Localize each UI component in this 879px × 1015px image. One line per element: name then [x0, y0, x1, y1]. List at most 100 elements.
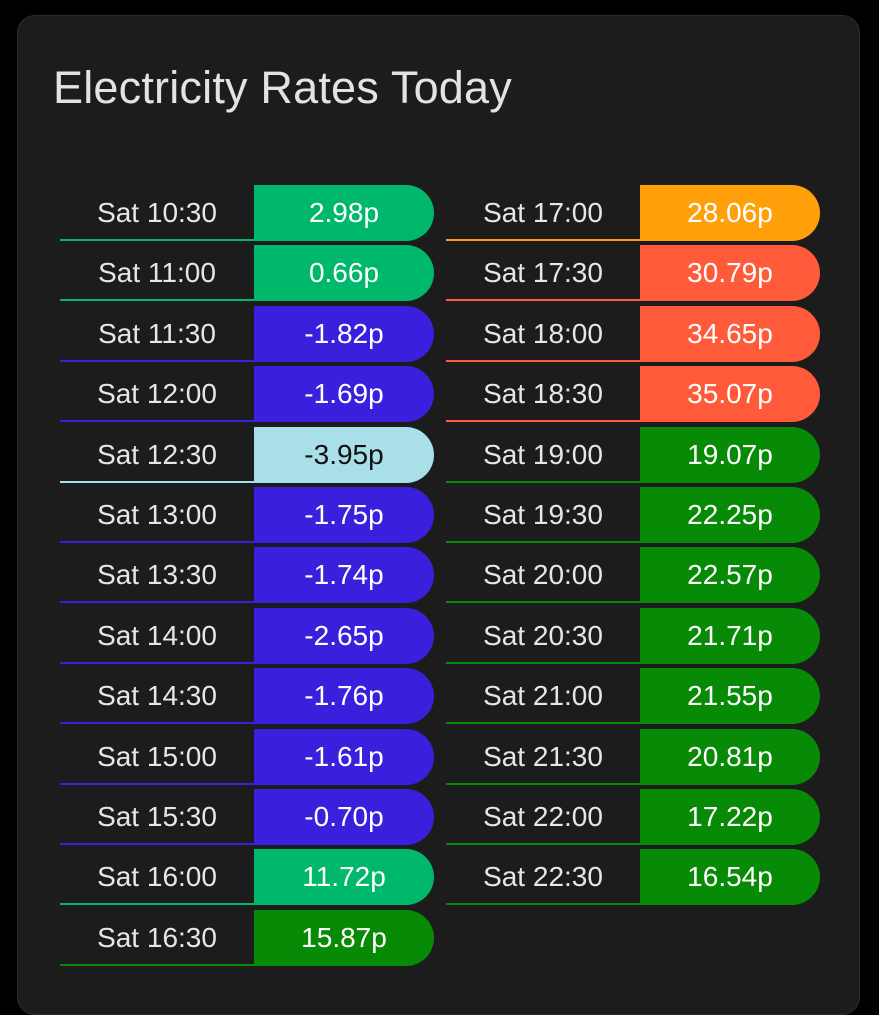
rate-time: Sat 20:00 [483, 559, 603, 591]
rates-column-left: Sat 10:30 2.98p Sat 11:00 0.66p Sat 11:30 -1.… [60, 185, 435, 970]
rate-value-badge: 15.87p [254, 909, 434, 966]
rate-row: Sat 21:00 21.55p [446, 668, 821, 725]
rate-divider [60, 903, 254, 906]
rate-row: Sat 14:30 -1.76p [60, 668, 435, 725]
rate-time: Sat 17:00 [483, 197, 603, 228]
rate-divider [60, 480, 254, 483]
rate-divider [60, 963, 254, 966]
rate-divider [446, 540, 640, 543]
rate-time: Sat 15:00 [97, 740, 217, 772]
rate-divider [60, 661, 254, 664]
rate-row: Sat 11:00 0.66p [60, 245, 435, 302]
rate-row: Sat 12:00 -1.69p [60, 366, 435, 423]
rate-value-badge: 17.22p [640, 788, 820, 845]
rate-value-badge: 16.54p [640, 849, 820, 906]
rate-time: Sat 16:30 [97, 921, 217, 953]
rate-divider [60, 239, 254, 241]
rate-value-badge: -1.61p [254, 728, 434, 785]
rate-divider [446, 903, 640, 906]
rate-time: Sat 10:30 [97, 197, 217, 228]
rate-time: Sat 15:30 [97, 800, 217, 832]
rate-row: Sat 21:30 20.81p [446, 728, 821, 785]
rate-row: Sat 13:00 -1.75p [60, 486, 435, 543]
rate-row: Sat 19:30 22.25p [446, 486, 821, 543]
rate-divider [60, 722, 254, 725]
rate-time: Sat 12:30 [97, 438, 217, 470]
rate-time: Sat 22:00 [483, 800, 603, 832]
rate-row: Sat 19:00 19.07p [446, 426, 821, 483]
rate-row: Sat 17:30 30.79p [446, 245, 821, 302]
rate-divider [60, 782, 254, 785]
rate-time: Sat 17:30 [483, 257, 603, 289]
rate-value-badge: 2.98p [254, 185, 434, 241]
rate-time: Sat 21:00 [483, 680, 603, 712]
rate-row: Sat 13:30 -1.74p [60, 547, 435, 604]
rate-divider [446, 299, 640, 302]
rate-divider [446, 842, 640, 845]
rate-divider [60, 842, 254, 845]
rate-time: Sat 11:30 [98, 317, 216, 349]
rates-card: Electricity Rates Today Sat 10:30 2.98p Sa… [17, 15, 860, 1015]
rate-row: Sat 22:00 17.22p [446, 788, 821, 845]
rate-divider [60, 601, 254, 604]
rate-value-badge: 0.66p [254, 245, 434, 302]
rate-divider [446, 359, 640, 362]
rate-value-badge: 28.06p [640, 185, 820, 241]
rate-value-badge: -1.76p [254, 668, 434, 725]
rate-divider [446, 480, 640, 483]
rate-time: Sat 22:30 [483, 861, 603, 893]
rate-row: Sat 20:30 21.71p [446, 607, 821, 664]
rate-value-badge: 19.07p [640, 426, 820, 483]
rate-divider [446, 661, 640, 664]
rate-row: Sat 12:30 -3.95p [60, 426, 435, 483]
rate-row: Sat 11:30 -1.82p [60, 305, 435, 362]
rate-time: Sat 13:00 [97, 498, 217, 530]
card-title: Electricity Rates Today [53, 62, 512, 113]
rate-value-badge: 34.65p [640, 305, 820, 362]
rate-time: Sat 12:00 [97, 378, 217, 410]
rate-divider [60, 359, 254, 362]
rate-time: Sat 21:30 [483, 740, 603, 772]
rate-time: Sat 18:00 [483, 317, 603, 349]
rate-value-badge: 22.57p [640, 547, 820, 604]
rate-time: Sat 11:00 [98, 257, 216, 289]
rate-value-badge: -1.69p [254, 366, 434, 423]
rate-divider [60, 540, 254, 543]
rate-time: Sat 20:30 [483, 619, 603, 651]
rate-value-badge: 20.81p [640, 728, 820, 785]
rate-time: Sat 16:00 [97, 861, 217, 893]
rate-time: Sat 18:30 [483, 378, 603, 410]
rate-row: Sat 15:00 -1.61p [60, 728, 435, 785]
rate-value-badge: -2.65p [254, 607, 434, 664]
rate-row: Sat 16:00 11.72p [60, 849, 435, 906]
rate-value-badge: 30.79p [640, 245, 820, 302]
rate-value-badge: 35.07p [640, 366, 820, 423]
rate-row: Sat 15:30 -0.70p [60, 788, 435, 845]
rate-time: Sat 19:30 [483, 498, 603, 530]
rate-value-badge: -0.70p [254, 788, 434, 845]
rate-divider [446, 239, 640, 241]
rate-divider [446, 601, 640, 604]
rate-value-badge: -1.82p [254, 305, 434, 362]
rate-divider [60, 299, 254, 302]
rate-row: Sat 14:00 -2.65p [60, 607, 435, 664]
rate-value-badge: 21.55p [640, 668, 820, 725]
rate-value-badge: 11.72p [254, 849, 434, 906]
rate-time: Sat 14:30 [97, 680, 217, 712]
rate-row: Sat 18:30 35.07p [446, 366, 821, 423]
rate-time: Sat 13:30 [97, 559, 217, 591]
rates-column-right: Sat 17:00 28.06p Sat 17:30 30.79p Sat 18:00 3… [446, 185, 821, 910]
rate-divider [446, 722, 640, 725]
rate-divider [60, 420, 254, 423]
rate-divider [446, 782, 640, 785]
rate-value-badge: 21.71p [640, 607, 820, 664]
rate-value-badge: 22.25p [640, 486, 820, 543]
rate-value-badge: -1.74p [254, 547, 434, 604]
rate-row: Sat 20:00 22.57p [446, 547, 821, 604]
rate-row: Sat 17:00 28.06p [446, 185, 821, 241]
rate-row: Sat 22:30 16.54p [446, 849, 821, 906]
rate-value-badge: -3.95p [254, 426, 434, 483]
rate-divider [446, 420, 640, 423]
rate-time: Sat 19:00 [483, 438, 603, 470]
rate-row: Sat 16:30 15.87p [60, 909, 435, 966]
